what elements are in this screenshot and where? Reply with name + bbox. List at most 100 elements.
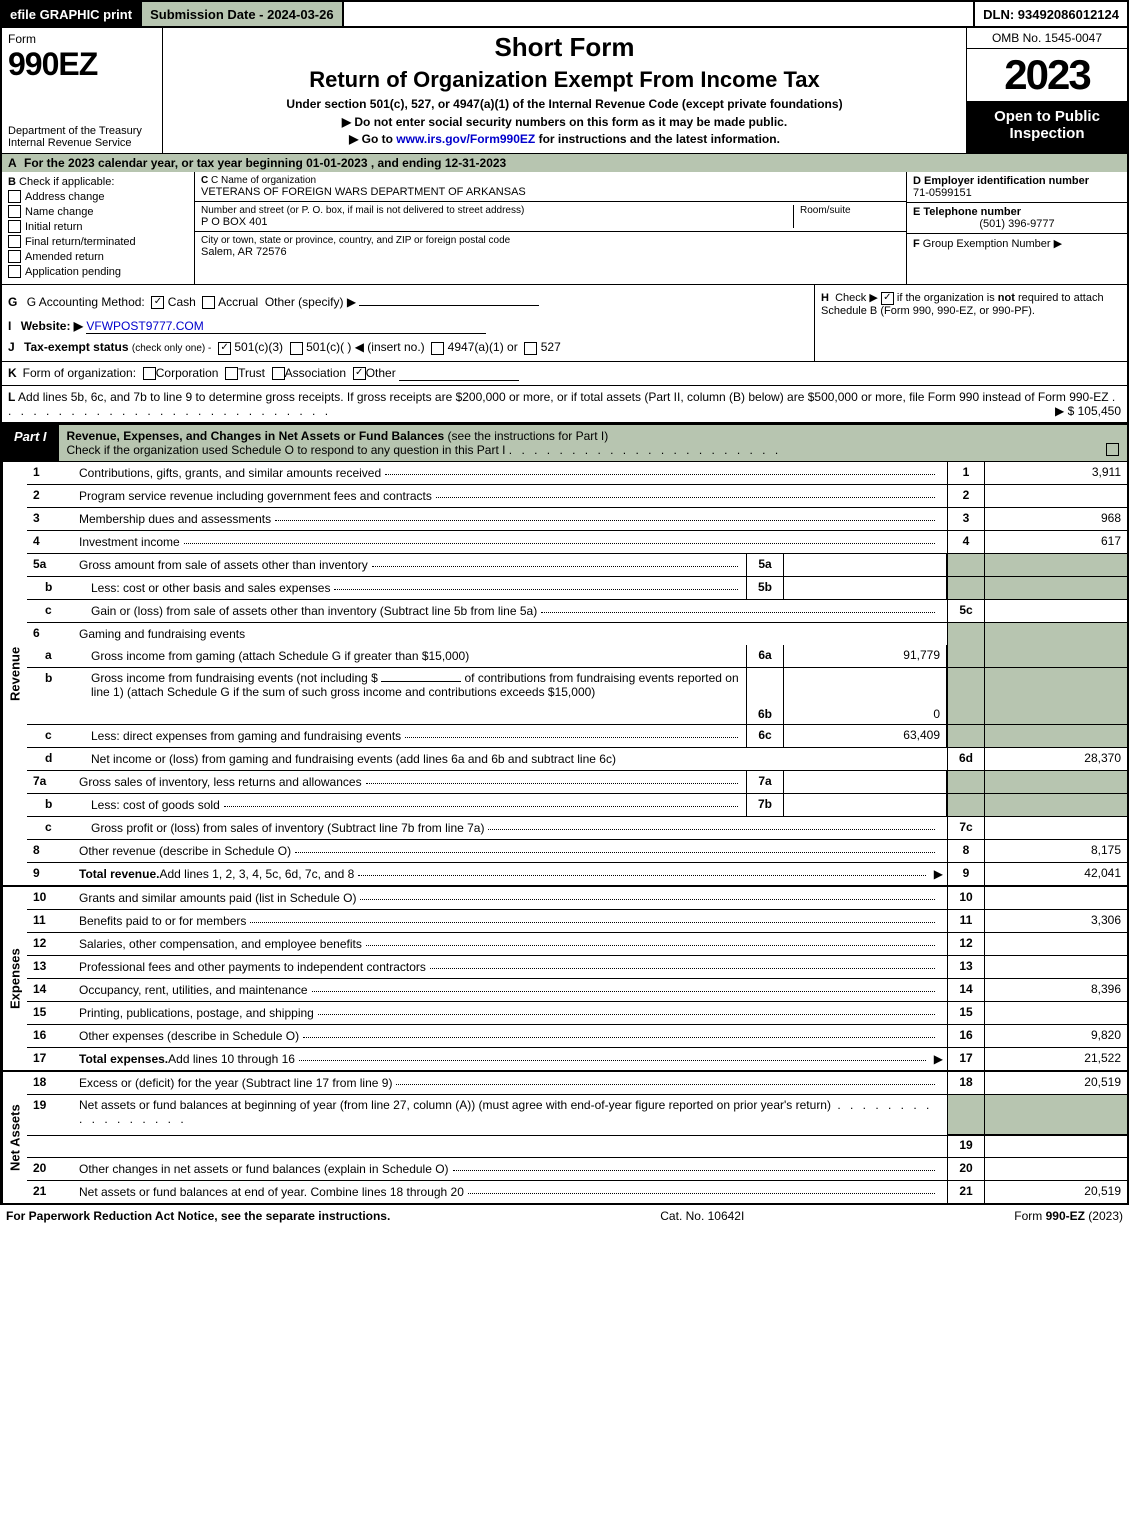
- line-7a-rnum-shaded: [947, 771, 984, 793]
- checkbox-application-pending[interactable]: Application pending: [8, 265, 188, 278]
- street-label: Number and street (or P. O. box, if mail…: [201, 205, 793, 216]
- line-4-desc: Investment income: [79, 535, 180, 549]
- omb-number: OMB No. 1545-0047: [967, 28, 1127, 49]
- checkbox-527[interactable]: [524, 342, 537, 355]
- opt-other: Other (specify) ▶: [265, 295, 356, 309]
- checkbox-schedule-b[interactable]: [881, 292, 894, 305]
- line-6a-rnum-shaded: [947, 645, 984, 667]
- section-h-check: Check ▶: [835, 292, 878, 304]
- line-4-val: 617: [984, 531, 1127, 553]
- line-19-rnum: 19: [947, 1135, 984, 1157]
- line-6-rnum-shaded: [947, 623, 984, 645]
- line-14: 14 Occupancy, rent, utilities, and maint…: [27, 979, 1127, 1002]
- line-13-num: 13: [27, 956, 75, 978]
- line-8-num: 8: [27, 840, 75, 862]
- header-left: Form 990EZ Department of the Treasury In…: [2, 28, 163, 153]
- section-k-letter: K: [8, 366, 17, 380]
- expenses-section: Expenses 10 Grants and similar amounts p…: [0, 887, 1129, 1072]
- line-5b-ival: [784, 577, 947, 599]
- line-16-rnum: 16: [947, 1025, 984, 1047]
- other-org-input[interactable]: [399, 366, 519, 381]
- part-1-header: Part I Revenue, Expenses, and Changes in…: [0, 423, 1129, 462]
- line-2-val: [984, 485, 1127, 507]
- checkbox-501c3[interactable]: [218, 342, 231, 355]
- accounting-method-label: G Accounting Method:: [27, 295, 145, 309]
- line-7b-num: b: [27, 794, 87, 816]
- checkbox-name-change[interactable]: Name change: [8, 205, 188, 218]
- line-4-num: 4: [27, 531, 75, 553]
- line-5c: c Gain or (loss) from sale of assets oth…: [27, 600, 1127, 623]
- line-8-val: 8,175: [984, 840, 1127, 862]
- line-4: 4 Investment income 4 617: [27, 531, 1127, 554]
- checkbox-other-org[interactable]: [353, 367, 366, 380]
- line-20-rnum: 20: [947, 1158, 984, 1180]
- line-3-desc: Membership dues and assessments: [79, 512, 271, 526]
- checkbox-amended-return[interactable]: Amended return: [8, 250, 188, 263]
- line-16: 16 Other expenses (describe in Schedule …: [27, 1025, 1127, 1048]
- line-9: 9 Total revenue. Add lines 1, 2, 3, 4, 5…: [27, 863, 1127, 885]
- opt-initial-return: Initial return: [25, 221, 82, 233]
- opt-amended-return: Amended return: [25, 251, 104, 263]
- opt-501c3: 501(c)(3): [234, 340, 283, 354]
- line-3-num: 3: [27, 508, 75, 530]
- line-6c-num: c: [27, 725, 87, 747]
- checkbox-address-change[interactable]: Address change: [8, 190, 188, 203]
- line-5b-val-shaded: [984, 577, 1127, 599]
- section-a: A For the 2023 calendar year, or tax yea…: [0, 154, 1129, 172]
- line-6-val-shaded: [984, 623, 1127, 645]
- line-7c-val: [984, 817, 1127, 839]
- city-label: City or town, state or province, country…: [201, 235, 900, 246]
- line-6b-desc1: Gross income from fundraising events (no…: [91, 671, 378, 685]
- checkbox-corporation[interactable]: [143, 367, 156, 380]
- section-g: G G Accounting Method: Cash Accrual Othe…: [2, 285, 814, 361]
- line-5b-rnum-shaded: [947, 577, 984, 599]
- checkbox-accrual[interactable]: [202, 296, 215, 309]
- irs-link[interactable]: www.irs.gov/Form990EZ: [396, 132, 535, 146]
- line-13-rnum: 13: [947, 956, 984, 978]
- form-label: Form: [8, 32, 156, 46]
- line-8: 8 Other revenue (describe in Schedule O)…: [27, 840, 1127, 863]
- line-3: 3 Membership dues and assessments 3 968: [27, 508, 1127, 531]
- arrow-icon: ▶: [934, 1052, 943, 1066]
- line-17: 17 Total expenses. Add lines 10 through …: [27, 1048, 1127, 1070]
- revenue-section: Revenue 1 Contributions, gifts, grants, …: [0, 462, 1129, 887]
- checkbox-cash[interactable]: [151, 296, 164, 309]
- line-12-desc: Salaries, other compensation, and employ…: [79, 937, 362, 951]
- line-2-num: 2: [27, 485, 75, 507]
- line-2-rnum: 2: [947, 485, 984, 507]
- line-7b: b Less: cost of goods sold 7b: [27, 794, 1127, 817]
- checkbox-association[interactable]: [272, 367, 285, 380]
- line-19-rnum-shaded-top: [947, 1095, 984, 1135]
- checkbox-schedule-o[interactable]: [1106, 443, 1119, 456]
- other-specify-input[interactable]: [359, 291, 539, 306]
- opt-trust: Trust: [238, 366, 265, 380]
- line-2: 2 Program service revenue including gove…: [27, 485, 1127, 508]
- line-7a: 7a Gross sales of inventory, less return…: [27, 771, 1127, 794]
- checkbox-4947[interactable]: [431, 342, 444, 355]
- line-7a-val-shaded: [984, 771, 1127, 793]
- top-bar: efile GRAPHIC print Submission Date - 20…: [0, 0, 1129, 28]
- line-9-rnum: 9: [947, 863, 984, 885]
- section-h: H Check ▶ if the organization is not req…: [814, 285, 1127, 361]
- line-7c-num: c: [27, 817, 87, 839]
- line-21-rnum: 21: [947, 1181, 984, 1203]
- part-1-label: Part I: [2, 425, 59, 461]
- checkbox-501c[interactable]: [290, 342, 303, 355]
- ein-value: 71-0599151: [913, 187, 1121, 199]
- checkbox-trust[interactable]: [225, 367, 238, 380]
- line-19-val-shaded-top: [984, 1095, 1127, 1135]
- checkbox-initial-return[interactable]: Initial return: [8, 220, 188, 233]
- opt-accrual: Accrual: [218, 295, 258, 309]
- opt-corporation: Corporation: [156, 366, 219, 380]
- line-6b-ival: 0: [784, 668, 947, 724]
- website-link[interactable]: VFWPOST9777.COM: [86, 319, 203, 333]
- line-12: 12 Salaries, other compensation, and emp…: [27, 933, 1127, 956]
- arrow-icon: ▶: [934, 867, 943, 881]
- org-name: VETERANS OF FOREIGN WARS DEPARTMENT OF A…: [201, 186, 900, 198]
- checkbox-final-return[interactable]: Final return/terminated: [8, 235, 188, 248]
- line-4-rnum: 4: [947, 531, 984, 553]
- line-7c-rnum: 7c: [947, 817, 984, 839]
- efile-graphic-print: efile GRAPHIC print: [2, 2, 140, 26]
- opt-cash: Cash: [168, 295, 196, 309]
- line-17-desc-bold: Total expenses.: [79, 1052, 168, 1066]
